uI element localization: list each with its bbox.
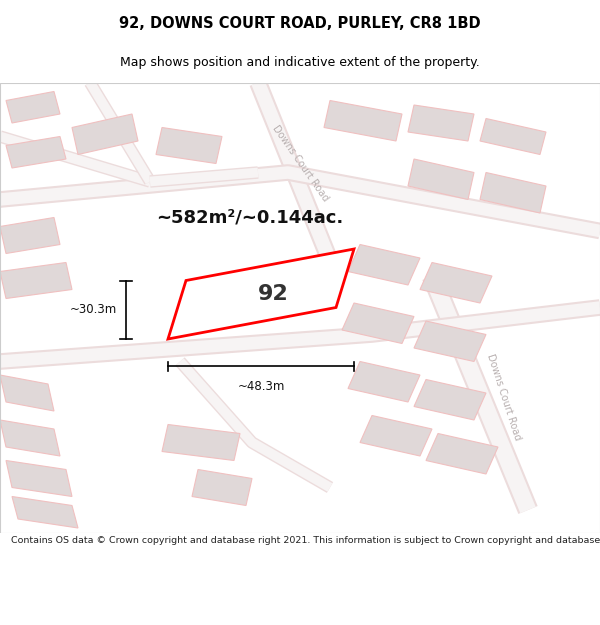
Polygon shape bbox=[0, 217, 60, 254]
Polygon shape bbox=[72, 114, 138, 154]
Polygon shape bbox=[0, 262, 72, 299]
Polygon shape bbox=[426, 434, 498, 474]
Polygon shape bbox=[168, 249, 354, 339]
Polygon shape bbox=[6, 461, 72, 496]
Polygon shape bbox=[480, 119, 546, 154]
Polygon shape bbox=[360, 416, 432, 456]
Text: ~30.3m: ~30.3m bbox=[70, 303, 117, 316]
Polygon shape bbox=[348, 361, 420, 402]
Text: 92: 92 bbox=[257, 284, 289, 304]
Polygon shape bbox=[6, 136, 66, 168]
Text: ~582m²/~0.144ac.: ~582m²/~0.144ac. bbox=[156, 209, 343, 226]
Text: ~48.3m: ~48.3m bbox=[238, 379, 284, 392]
Polygon shape bbox=[414, 379, 486, 420]
Polygon shape bbox=[420, 262, 492, 303]
Polygon shape bbox=[414, 321, 486, 361]
Text: 92, DOWNS COURT ROAD, PURLEY, CR8 1BD: 92, DOWNS COURT ROAD, PURLEY, CR8 1BD bbox=[119, 16, 481, 31]
Text: Map shows position and indicative extent of the property.: Map shows position and indicative extent… bbox=[120, 56, 480, 69]
Polygon shape bbox=[12, 496, 78, 528]
Polygon shape bbox=[408, 159, 474, 199]
Polygon shape bbox=[162, 424, 240, 461]
Polygon shape bbox=[408, 105, 474, 141]
Polygon shape bbox=[480, 173, 546, 213]
Polygon shape bbox=[324, 101, 402, 141]
Polygon shape bbox=[348, 244, 420, 285]
Text: Downs Court Road: Downs Court Road bbox=[270, 124, 330, 203]
Polygon shape bbox=[0, 375, 54, 411]
Text: Contains OS data © Crown copyright and database right 2021. This information is : Contains OS data © Crown copyright and d… bbox=[11, 536, 600, 545]
Text: Downs Court Road: Downs Court Road bbox=[485, 353, 523, 442]
Polygon shape bbox=[342, 303, 414, 344]
Polygon shape bbox=[192, 469, 252, 506]
Polygon shape bbox=[156, 127, 222, 164]
Polygon shape bbox=[0, 420, 60, 456]
Polygon shape bbox=[6, 91, 60, 123]
